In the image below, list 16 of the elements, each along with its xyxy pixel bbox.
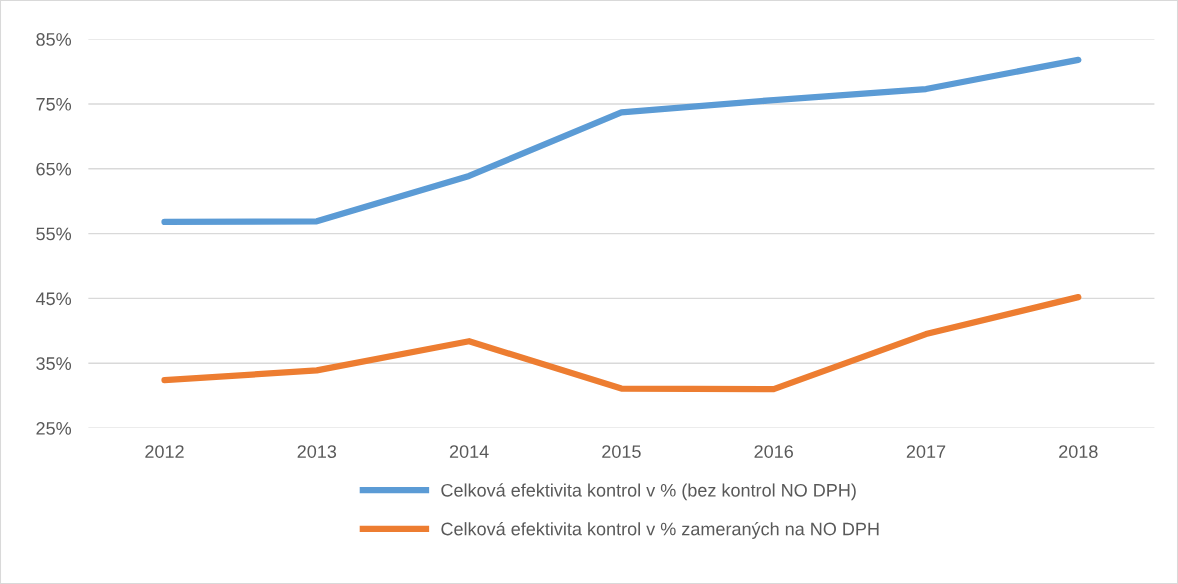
x-tick-label: 2015: [602, 445, 641, 458]
x-tick-label: 2014: [449, 445, 489, 458]
x-tick-label: 2016: [754, 445, 793, 458]
x-tick-label: 2013: [297, 445, 337, 458]
x-tick-label: 2018: [1059, 445, 1098, 458]
y-tick-label: 75%: [36, 97, 72, 111]
x-tick-label: 2012: [145, 445, 184, 458]
y-tick-label: 85%: [36, 33, 72, 46]
y-tick-label: 35%: [36, 357, 72, 370]
x-tick-label: 2017: [906, 445, 946, 458]
y-tick-label: 25%: [36, 422, 72, 435]
y-tick-label: 45%: [35, 292, 72, 306]
legend-label: Celková efektivita kontrol v % (bez kontrol NO DPH): [441, 483, 856, 501]
legend-label: Celková efektivita kontrol v % zameraných na NO DPH: [441, 521, 879, 539]
y-tick-label: 65%: [36, 162, 72, 176]
y-tick-label: 55%: [36, 227, 72, 241]
